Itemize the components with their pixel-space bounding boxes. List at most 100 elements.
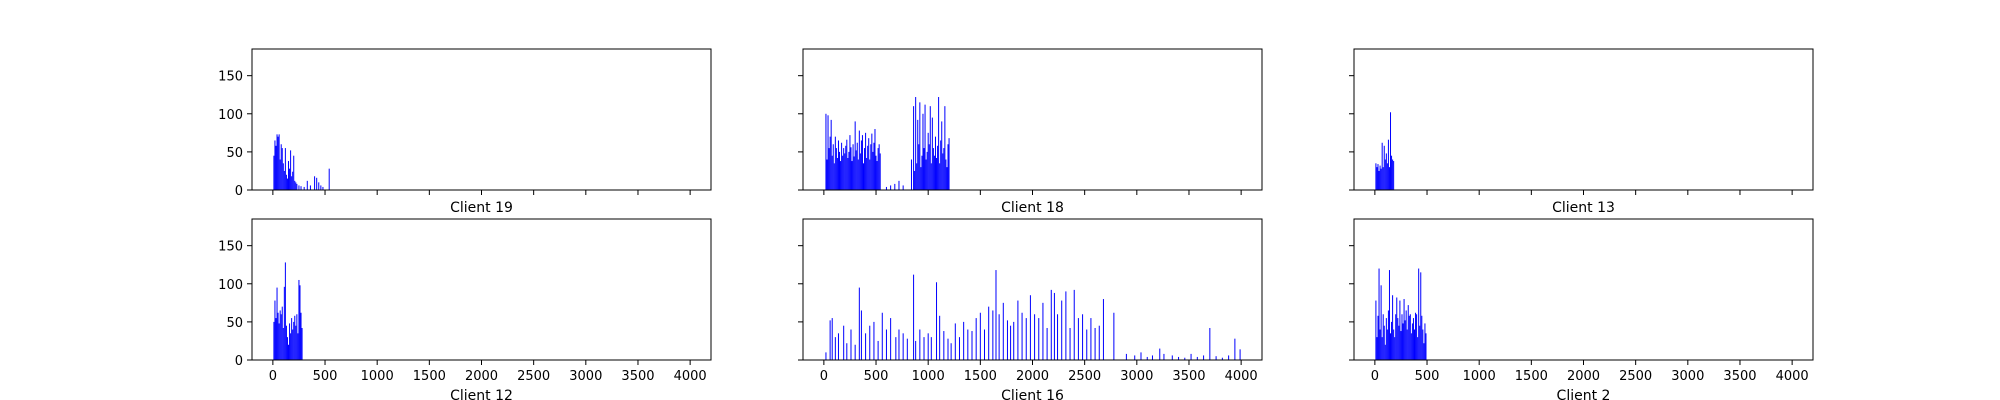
subplot-client-18-bar — [828, 148, 830, 190]
subplot-client-18-bar — [852, 144, 854, 190]
subplot-client-16-bar — [843, 325, 845, 360]
subplot-client-18-bar — [851, 161, 853, 190]
subplot-client-12-x-tick-label: 4000 — [674, 369, 707, 384]
subplot-client-16-bar — [963, 321, 965, 360]
subplot-client-16-bar — [873, 321, 875, 360]
subplot-client-18-title: Client 18 — [1001, 200, 1064, 216]
subplot-client-18-bar — [868, 138, 870, 190]
subplot-client-18-bar — [864, 148, 866, 190]
subplot-client-18-bar — [894, 183, 896, 190]
subplot-client-18-bar — [915, 97, 917, 190]
subplot-client-18-bar — [916, 163, 918, 190]
subplot-client-19-y-tick-label: 100 — [218, 108, 243, 123]
subplot-client-13-bar — [1379, 165, 1381, 190]
subplot-client-12-bar — [279, 310, 281, 360]
subplot-client-16-bar — [1057, 314, 1059, 360]
subplot-client-2-x-tick-label: 2000 — [1567, 369, 1600, 384]
subplot-client-16-x-ticks: 0 500 1000 1500 2000 2500 3000 3500 4000 — [820, 360, 1258, 384]
subplot-client-2-bar — [1411, 323, 1413, 360]
subplot-client-16-title: Client 16 — [1001, 388, 1064, 400]
subplot-client-2-bar — [1422, 329, 1424, 360]
subplot-client-19: 0 50 100 150 Client 19 — [218, 48, 712, 216]
subplot-client-18-bar — [936, 157, 938, 190]
subplot-client-16-bar — [971, 331, 973, 360]
subplot-client-19-bar — [293, 155, 295, 190]
subplot-client-16-x-tick-label: 0 — [820, 369, 828, 384]
subplot-client-18-bar — [858, 130, 860, 190]
subplot-client-16-bar — [1046, 327, 1048, 360]
subplot-client-18-bar — [923, 148, 925, 190]
subplot-client-12-bar — [284, 262, 286, 360]
subplot-client-18-bar — [839, 151, 841, 190]
subplot-client-12-y-ticks: 0 50 100 150 — [218, 240, 252, 369]
subplot-client-18-bar — [826, 159, 828, 190]
subplot-client-16-bar — [998, 314, 1000, 360]
subplot-client-19-bar — [283, 170, 285, 190]
subplot-client-12-bars — [273, 262, 303, 360]
subplot-client-12-bar — [301, 327, 303, 360]
subplot-client-16-bar — [1029, 295, 1031, 360]
subplot-client-16-bar — [834, 337, 836, 360]
subplot-client-16-bar — [1239, 349, 1241, 360]
subplot-client-2-bar — [1386, 329, 1388, 360]
subplot-client-12-title: Client 12 — [450, 388, 513, 400]
subplot-client-2-bar — [1399, 300, 1401, 360]
subplot-client-13-bar — [1378, 170, 1380, 190]
subplot-client-2-bar — [1397, 318, 1399, 360]
subplot-client-19-bar — [300, 186, 302, 190]
subplot-client-19-bar — [328, 168, 330, 190]
subplot-client-18-bar — [885, 186, 887, 190]
subplot-client-18-y-ticks — [798, 75, 803, 191]
subplot-client-19-bar — [273, 155, 275, 190]
subplot-client-12-bar — [293, 321, 295, 360]
subplot-client-2-bar — [1382, 314, 1384, 360]
subplot-client-18-bar — [910, 159, 912, 190]
subplot-client-2-bar — [1398, 325, 1400, 360]
subplot-client-16-bar — [984, 329, 986, 360]
subplot-client-12-x-tick-label: 0 — [269, 369, 277, 384]
subplot-client-16-bar — [1042, 302, 1044, 360]
subplot-client-16-bar — [1190, 353, 1192, 360]
subplot-client-16-bar — [1010, 325, 1012, 360]
subplot-client-18-bar — [938, 97, 940, 190]
subplot-client-18-bar — [837, 140, 839, 190]
subplot-client-2-bar — [1384, 344, 1386, 360]
subplot-client-18-bar — [832, 144, 834, 190]
subplot-client-2-x-ticks: 0 500 1000 1500 2000 2500 3000 3500 4000 — [1371, 360, 1809, 384]
subplot-client-2-bar — [1419, 325, 1421, 360]
subplot-client-19-y-tick-label: 150 — [218, 70, 243, 85]
subplot-client-2-bar — [1423, 343, 1425, 360]
subplot-client-19-bar — [275, 145, 277, 190]
subplot-client-2-x-tick-label: 1000 — [1463, 369, 1496, 384]
subplot-client-16-bar — [854, 344, 856, 360]
subplot-client-16-bar — [947, 338, 949, 360]
subplot-client-19-bar — [292, 171, 294, 190]
subplot-client-18-bar — [918, 144, 920, 190]
subplot-client-18-bar — [825, 113, 827, 190]
subplot-client-18-bar — [857, 159, 859, 190]
subplot-client-16-bar — [865, 333, 867, 360]
subplot-client-2-bar — [1395, 314, 1397, 360]
subplot-client-18-bar — [927, 132, 929, 190]
subplot-client-12-x-tick-label: 500 — [313, 369, 338, 384]
subplot-client-12-bar — [277, 312, 279, 360]
subplot-client-2-bar — [1393, 329, 1395, 360]
subplot-client-18-bar — [944, 106, 946, 190]
subplot-client-18-bar — [878, 144, 880, 190]
subplot-client-12-bar — [280, 314, 282, 360]
subplot-client-16-bar — [1053, 292, 1055, 360]
subplot-client-16-bar — [1221, 357, 1223, 360]
subplot-client-18-bar — [846, 139, 848, 190]
subplot-client-18-bar — [856, 142, 858, 190]
subplot-client-16-bar — [1098, 325, 1100, 360]
subplot-client-2-bar — [1410, 333, 1412, 360]
subplot-client-18-bar — [869, 159, 871, 190]
subplot-client-18-bar — [948, 138, 950, 190]
subplot-client-18-bar — [921, 155, 923, 190]
subplot-client-16-bar — [831, 318, 833, 360]
subplot-client-12-bar — [273, 321, 275, 360]
subplot-client-16-bar — [860, 310, 862, 360]
subplot-client-18-bars — [825, 97, 950, 190]
subplot-client-12-bar — [296, 314, 298, 360]
subplot-client-2-bar — [1400, 331, 1402, 360]
